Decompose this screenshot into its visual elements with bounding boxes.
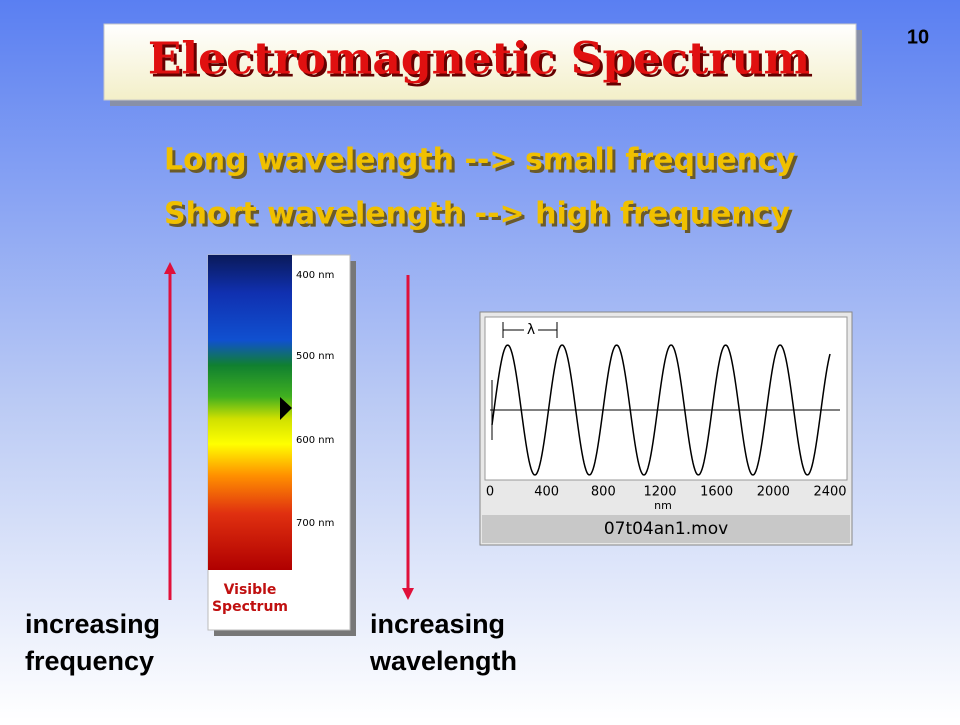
caption: Visible xyxy=(224,582,277,598)
arrow-head xyxy=(164,262,176,274)
filename-bar xyxy=(482,515,850,543)
wave xyxy=(491,344,831,476)
nm-label: 400 nm xyxy=(296,270,334,281)
axis-label: 800 xyxy=(591,485,616,500)
text-line: Long wavelength --> small frequency xyxy=(164,143,796,178)
nm-label: 700 nm xyxy=(296,518,334,529)
lambda: λ xyxy=(527,322,535,338)
lambda-bg xyxy=(524,322,538,338)
nm-label: 500 nm xyxy=(296,351,334,362)
axis-label: 1600 xyxy=(700,485,733,500)
axis-label: 1200 xyxy=(643,485,676,500)
caption: Spectrum xyxy=(212,599,288,615)
spectrum-bar xyxy=(208,255,292,570)
label: increasing xyxy=(370,609,505,639)
label: wavelength xyxy=(369,646,517,676)
unit: nm xyxy=(654,499,672,512)
title: Electromagnetic Spectrum xyxy=(148,34,810,85)
filename: 07t04an1.mov xyxy=(604,519,728,539)
axis-label: 2400 xyxy=(813,485,846,500)
text-line: Short wavelength --> high frequency xyxy=(164,197,791,232)
axis-label: 400 xyxy=(534,485,559,500)
axis-label: 0 xyxy=(486,485,494,500)
slide-number: 10 xyxy=(907,26,929,48)
title-shadow-text: Electromagnetic Spectrum xyxy=(151,37,813,88)
axis-label: 2000 xyxy=(757,485,790,500)
nm-label: 600 nm xyxy=(296,435,334,446)
arrow-head xyxy=(402,588,414,600)
line-shadow: Short wavelength --> high frequency xyxy=(167,200,794,235)
label: frequency xyxy=(25,646,154,676)
title-box xyxy=(103,23,857,101)
label: increasing xyxy=(25,609,160,639)
line-shadow: Long wavelength --> small frequency xyxy=(167,146,799,181)
pointer xyxy=(280,397,292,420)
wave-plot xyxy=(484,316,848,481)
